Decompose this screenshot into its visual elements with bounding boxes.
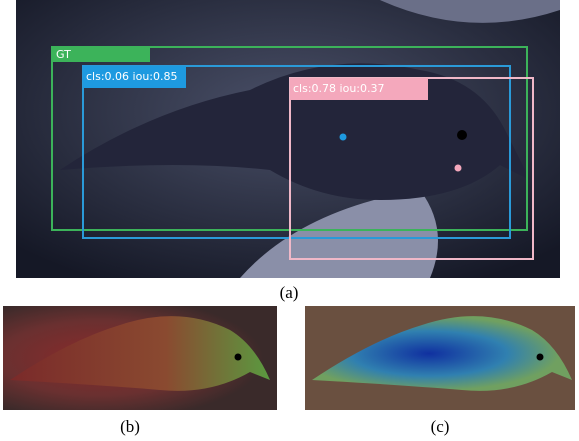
caption-c: (c) bbox=[431, 417, 450, 436]
caption-a: (a) bbox=[280, 283, 299, 302]
bird-eye bbox=[457, 130, 467, 140]
panel-a: GT cls:0.06 iou:0.85 cls:0.78 iou:0.37 bbox=[16, 0, 560, 278]
caption-b: (b) bbox=[120, 417, 140, 436]
bird-eye-b bbox=[235, 354, 242, 361]
figure: GT cls:0.06 iou:0.85 cls:0.78 iou:0.37 (… bbox=[0, 0, 579, 441]
panel-c bbox=[305, 306, 575, 410]
bird-eye-c bbox=[537, 354, 544, 361]
gt-label: GT bbox=[56, 48, 71, 61]
pink-label: cls:0.78 iou:0.37 bbox=[293, 82, 385, 95]
blue-center bbox=[340, 134, 347, 141]
blue-label: cls:0.06 iou:0.85 bbox=[86, 70, 178, 83]
panel-b bbox=[3, 306, 277, 410]
pink-center bbox=[455, 165, 462, 172]
